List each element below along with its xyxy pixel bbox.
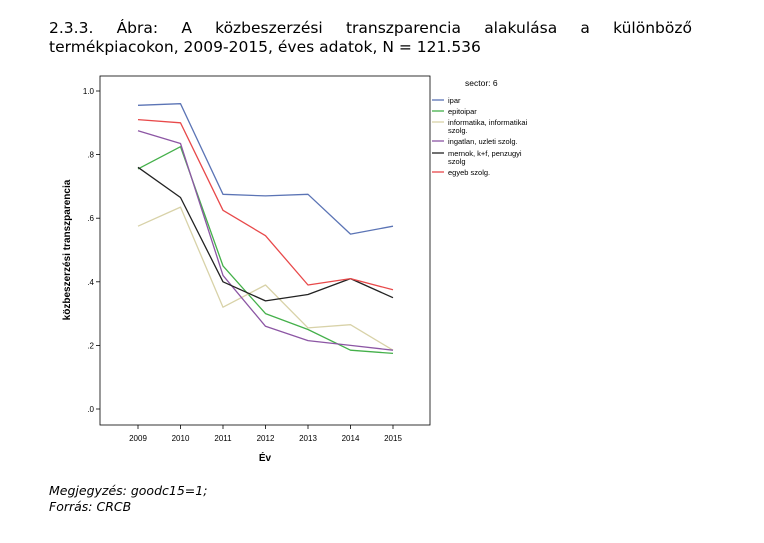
plot-frame	[99, 75, 431, 426]
caption-word: Ábra:	[116, 19, 159, 37]
legend-label-4: ingatlan, uzleti szolg.	[448, 137, 518, 146]
legend-label-line: informatika, informatikai	[448, 118, 528, 127]
legend-label-line: szolg.	[448, 126, 468, 135]
note-line-1: Megjegyzés: goodc15=1;	[49, 483, 208, 498]
x-tick-label: 2014	[342, 434, 360, 443]
y-tick-label: 1.0	[83, 87, 95, 96]
legend-label-1: ipar	[448, 96, 461, 105]
caption-word: közbeszerzési	[215, 19, 323, 37]
legend-label-line: ipar	[448, 96, 461, 105]
caption-word: transzparencia	[345, 19, 461, 37]
x-axis-label: Év	[259, 451, 272, 464]
caption-word: különböző	[613, 19, 692, 37]
y-tick-label: .4	[87, 278, 94, 287]
figure-note: Megjegyzés: goodc15=1; Forrás: CRCB	[49, 483, 207, 515]
legend-label-line: mernok, k+f, penzugyi	[448, 149, 522, 158]
x-tick-label: 2010	[172, 434, 190, 443]
legend-label-line: epitoipar	[448, 107, 477, 116]
legend-label-line: egyeb szolg.	[448, 168, 490, 177]
y-axis-label: közbeszerzési transzparencia	[62, 179, 73, 320]
legend-label-2: epitoipar	[448, 107, 477, 116]
caption-word: alakulása	[484, 19, 558, 37]
legend: sector: 6 ipar epitoipar informatika, infor…	[432, 78, 528, 177]
series-line-6	[137, 118, 394, 291]
series-lines	[137, 103, 394, 355]
caption-word: 2.3.3.	[49, 19, 94, 37]
x-tick-label: 2012	[257, 434, 275, 443]
series-line-1	[137, 103, 394, 235]
x-tick-label: 2009	[129, 434, 147, 443]
x-tick-label: 2011	[214, 434, 232, 443]
y-tick-label: .6	[87, 214, 94, 223]
note-line-2: Forrás: CRCB	[49, 499, 132, 514]
caption-word: A	[181, 19, 192, 37]
legend-title: sector: 6	[465, 78, 498, 88]
y-tick-label: .2	[87, 341, 94, 350]
y-tick-label: .8	[87, 151, 94, 160]
caption-word: a	[580, 19, 590, 37]
legend-label-5: mernok, k+f, penzugyi szolg	[448, 149, 522, 166]
legend-label-line: szolg	[448, 157, 466, 166]
x-tick-label: 2013	[299, 434, 317, 443]
series-line-4	[137, 130, 394, 351]
legend-label-6: egyeb szolg.	[448, 168, 490, 177]
series-line-5	[137, 166, 394, 302]
series-line-2	[137, 146, 394, 355]
x-axis: 2009 2010 2011 2012 2013 2014 2015	[129, 425, 402, 443]
legend-label-3: informatika, informatikai szolg.	[448, 118, 528, 135]
caption-line-2: termékpiacokon, 2009-2015, éves adatok, …	[49, 38, 481, 56]
y-tick-label: .0	[87, 405, 94, 414]
x-tick-label: 2015	[384, 434, 402, 443]
y-axis: .0 .2 .4 .6 .8 1.0	[83, 87, 100, 414]
series-line-3	[137, 206, 394, 351]
legend-label-line: ingatlan, uzleti szolg.	[448, 137, 518, 146]
